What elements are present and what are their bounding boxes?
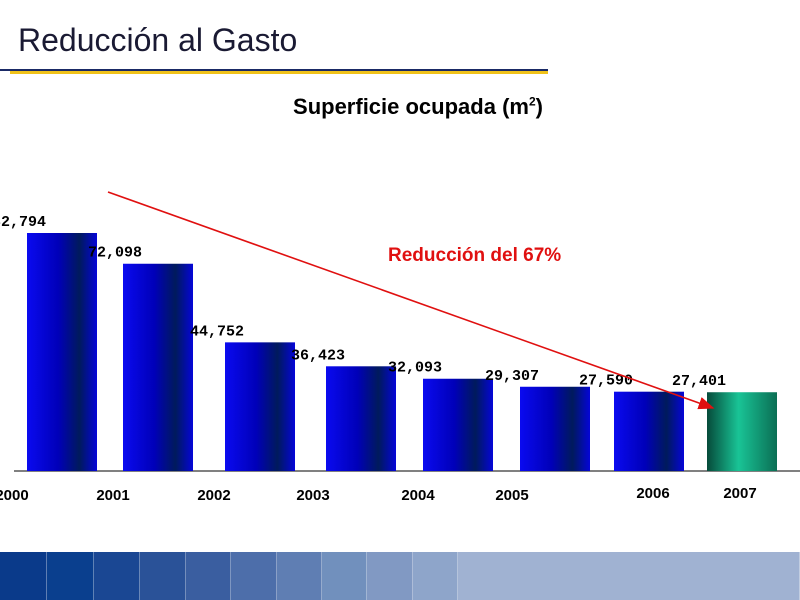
bar-2001 bbox=[123, 263, 193, 471]
footer-strip-cell bbox=[94, 552, 140, 600]
value-labels-group: 82,794 72,098 44,752 36,423 32,093 29,307 27,5… bbox=[0, 214, 726, 390]
value-label-2004: 32,093 bbox=[388, 360, 442, 377]
value-label-2000: 82,794 bbox=[0, 214, 46, 231]
title-rule bbox=[0, 69, 548, 74]
footer-strip-cell bbox=[47, 552, 94, 600]
footer-strip-cell bbox=[367, 552, 413, 600]
footer-strip-cell bbox=[413, 552, 458, 600]
footer-strip-cell bbox=[322, 552, 367, 600]
chart-title-text: Superficie ocupada (m bbox=[293, 94, 529, 119]
value-label-2002: 44,752 bbox=[190, 323, 244, 340]
x-tick-labels-group: 2000 2001 2002 2003 2004 2005 2006 2007 bbox=[0, 485, 757, 504]
x-tick-2007: 2007 bbox=[723, 485, 756, 502]
x-tick-2001: 2001 bbox=[96, 487, 129, 504]
x-tick-2005: 2005 bbox=[495, 487, 528, 504]
chart-title-superscript: 2 bbox=[528, 94, 536, 109]
footer-strip-cell bbox=[186, 552, 231, 600]
footer-strip-cell bbox=[140, 552, 186, 600]
footer-strip-cell bbox=[231, 552, 277, 600]
footer-strip-cell bbox=[0, 552, 47, 600]
footer-strip bbox=[0, 552, 800, 600]
bar-2005 bbox=[520, 386, 590, 471]
value-label-2007: 27,401 bbox=[672, 373, 726, 390]
bar-2006 bbox=[614, 391, 684, 471]
footer-strip-cell bbox=[458, 552, 800, 600]
bars-group bbox=[27, 233, 777, 471]
x-tick-2004: 2004 bbox=[401, 487, 435, 504]
chart-title-close: ) bbox=[535, 94, 543, 119]
chart-title: Superficie ocupada (m2) bbox=[0, 94, 800, 120]
value-label-2006: 27,590 bbox=[579, 373, 633, 390]
value-label-2003: 36,423 bbox=[291, 347, 345, 364]
x-tick-2006: 2006 bbox=[636, 485, 669, 502]
bar-2003 bbox=[326, 366, 396, 471]
reduction-trend-arrow bbox=[107, 191, 715, 410]
x-tick-2002: 2002 bbox=[197, 487, 230, 504]
bar-2007 bbox=[707, 392, 777, 471]
x-tick-2003: 2003 bbox=[296, 487, 329, 504]
bar-2000 bbox=[27, 233, 97, 471]
value-label-2001: 72,098 bbox=[88, 245, 142, 262]
slide-title: Reducción al Gasto bbox=[18, 22, 298, 58]
bar-2004 bbox=[423, 378, 493, 471]
bar-2002 bbox=[225, 342, 295, 471]
bar-chart: 82,794 72,098 44,752 36,423 32,093 29,307 27,5… bbox=[0, 191, 800, 504]
footer-strip-cell bbox=[277, 552, 322, 600]
x-tick-2000: 2000 bbox=[0, 487, 29, 504]
value-label-2005: 29,307 bbox=[485, 368, 539, 385]
reduction-annotation: Reducción del 67% bbox=[388, 245, 561, 266]
